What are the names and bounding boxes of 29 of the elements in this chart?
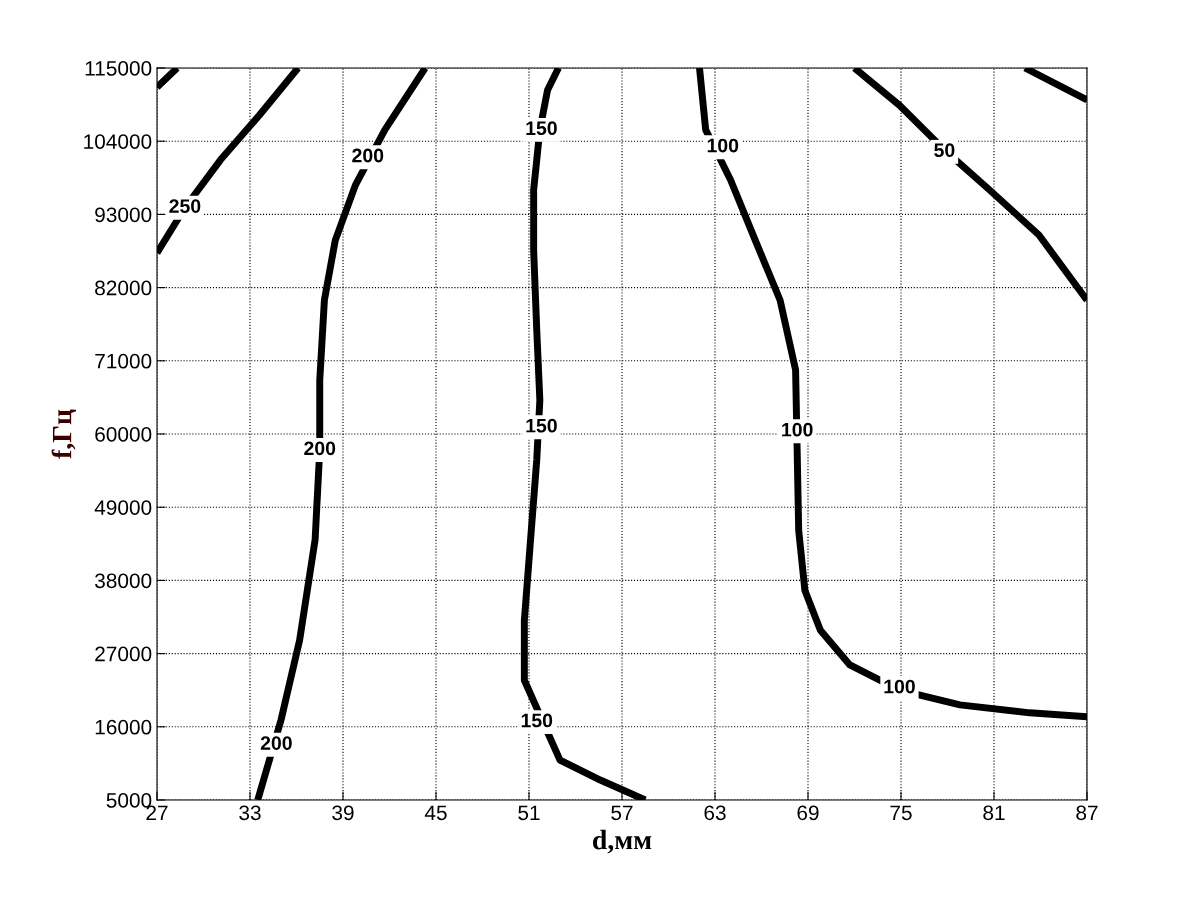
annotation: 150 bbox=[526, 418, 557, 433]
x-tick-label: 33 bbox=[239, 805, 261, 821]
y-tick-label: 104000 bbox=[84, 134, 152, 149]
annotation: 200 bbox=[352, 148, 384, 163]
x-tick-label: 63 bbox=[704, 805, 726, 821]
x-tick-label: 57 bbox=[611, 805, 633, 821]
x-tick-label: 75 bbox=[890, 805, 912, 821]
x-tick-label: 81 bbox=[983, 805, 1005, 821]
y-axis-title: f,Гц bbox=[51, 409, 76, 459]
y-tick-label: 115000 bbox=[85, 61, 152, 76]
annotation: 100 bbox=[782, 422, 813, 437]
y-tick-label: 27000 bbox=[95, 646, 152, 662]
y-tick-label: 93000 bbox=[95, 207, 152, 223]
annotation: 50 bbox=[934, 143, 955, 158]
annotation: 100 bbox=[707, 138, 739, 153]
x-tick-label: 51 bbox=[518, 805, 540, 821]
y-tick-label: 16000 bbox=[95, 719, 152, 735]
y-tick-label: 49000 bbox=[94, 500, 152, 515]
y-tick-label: 60000 bbox=[95, 427, 152, 442]
x-tick-label: 69 bbox=[797, 805, 819, 821]
annotation: 200 bbox=[260, 736, 292, 750]
annotation: 150 bbox=[521, 713, 553, 728]
y-tick-label: 71000 bbox=[95, 353, 152, 369]
y-tick-label: 38000 bbox=[95, 573, 152, 589]
x-axis-title: d,мм bbox=[593, 829, 652, 854]
x-tick-label: 39 bbox=[332, 805, 354, 821]
x-tick-label: 87 bbox=[1076, 805, 1098, 821]
x-tick-label: 45 bbox=[424, 805, 447, 821]
y-tick-label: 82000 bbox=[95, 280, 152, 296]
